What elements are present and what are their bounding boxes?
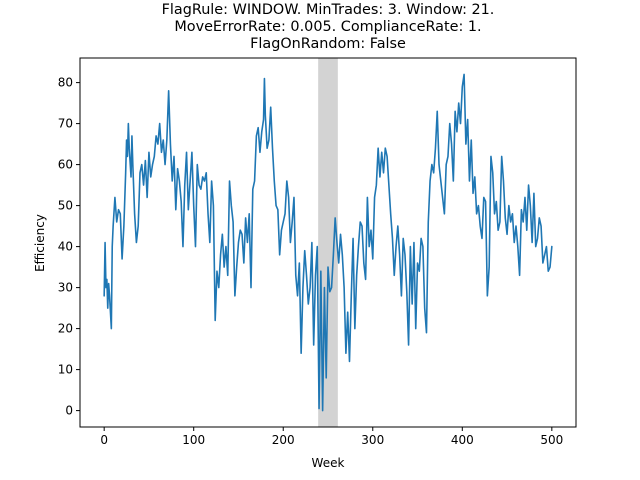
axes-frame xyxy=(79,57,577,428)
chart-title-line-2: MoveErrorRate: 0.005. ComplianceRate: 1. xyxy=(174,19,481,35)
plot-area xyxy=(103,58,553,427)
series-line-0 xyxy=(103,73,553,412)
x-tick-label: 400 xyxy=(451,433,474,447)
y-axis: 0 10 20 30 40 50 60 70 80 xyxy=(58,76,80,418)
x-tick-label: 500 xyxy=(540,433,563,447)
x-tick-label: 200 xyxy=(272,433,295,447)
chart-title-line-3: FlagOnRandom: False xyxy=(250,36,406,52)
y-tick-label: 10 xyxy=(58,363,73,377)
chart-title-line-1: FlagRule: WINDOW. MinTrades: 3. Window: … xyxy=(162,2,495,18)
y-tick-label: 80 xyxy=(58,76,73,90)
y-tick-label: 0 xyxy=(65,404,73,418)
x-axis: 0 100 200 300 400 500 xyxy=(100,427,563,447)
x-tick-label: 300 xyxy=(361,433,384,447)
y-tick-label: 60 xyxy=(58,158,73,172)
y-axis-label: Efficiency xyxy=(33,214,47,272)
y-tick-label: 50 xyxy=(58,199,73,213)
x-axis-label: Week xyxy=(312,456,345,470)
x-tick-label: 100 xyxy=(182,433,205,447)
y-tick-label: 30 xyxy=(58,281,73,295)
y-tick-label: 40 xyxy=(58,240,73,254)
y-tick-label: 20 xyxy=(58,322,73,336)
y-tick-label: 70 xyxy=(58,117,73,131)
shaded-region xyxy=(318,58,338,427)
x-tick-label: 0 xyxy=(100,433,108,447)
